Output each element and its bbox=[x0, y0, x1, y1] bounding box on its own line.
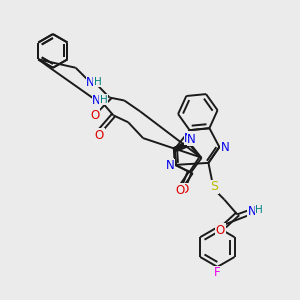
Text: N: N bbox=[221, 140, 230, 154]
Text: F: F bbox=[214, 266, 221, 279]
Text: H: H bbox=[94, 76, 101, 87]
Text: O: O bbox=[216, 224, 225, 237]
Text: N: N bbox=[187, 133, 196, 146]
Text: N: N bbox=[165, 159, 174, 172]
Text: O: O bbox=[175, 184, 184, 197]
Text: N: N bbox=[86, 76, 95, 89]
Text: H: H bbox=[100, 95, 107, 105]
Text: N: N bbox=[184, 132, 193, 145]
Text: N: N bbox=[248, 205, 256, 218]
Text: N: N bbox=[164, 158, 173, 171]
Text: N: N bbox=[92, 94, 101, 107]
Text: H: H bbox=[255, 206, 263, 215]
Text: O: O bbox=[95, 129, 104, 142]
Text: S: S bbox=[210, 180, 218, 193]
Text: O: O bbox=[179, 183, 188, 196]
Text: O: O bbox=[90, 109, 99, 122]
